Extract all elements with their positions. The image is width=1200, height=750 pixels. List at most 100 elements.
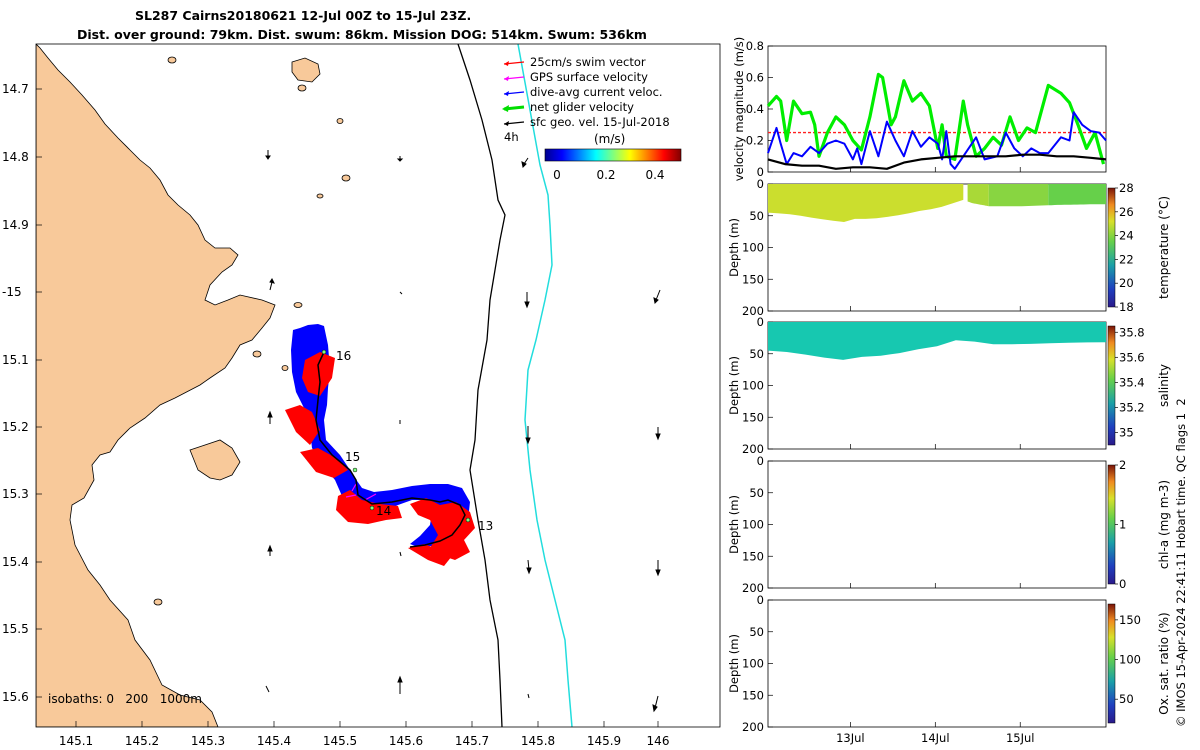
map-y-tick-label-2: 14.9 bbox=[2, 218, 29, 232]
map-ticks: 145.1 145.2 145.3 145.4 145.5 145.6 145.7 145.8… bbox=[2, 82, 669, 748]
island-a bbox=[291, 57, 321, 83]
isobath-1000m bbox=[517, 44, 573, 727]
map-y-tick-label-4: 15.1 bbox=[2, 353, 29, 367]
colorbar-tick-label-2-2: 2 bbox=[1119, 458, 1126, 472]
colorbar-tick-label-2-0: 0 bbox=[1119, 577, 1126, 591]
figure-title-line1: SL287 Cairns20180621 12-Jul 00Z to 15-Ju… bbox=[135, 8, 471, 23]
colorbar-tick-label-3-2: 150 bbox=[1119, 613, 1141, 627]
vel-y-tick-label-0: 0 bbox=[757, 165, 764, 179]
colorbar-tick-label-1-0: 35 bbox=[1119, 425, 1134, 439]
coastline-land bbox=[36, 44, 276, 727]
map-x-tick-label-0: 145.1 bbox=[59, 734, 93, 748]
island-j bbox=[153, 598, 163, 606]
colorbar-label-4: Ox. sat. ratio (%) bbox=[1157, 612, 1171, 714]
map-y-tick-label-3: -15 bbox=[2, 285, 22, 299]
depth-ylabel-3: Depth (m) bbox=[727, 495, 741, 554]
depth-y-tick-label-2-0: 0 bbox=[757, 454, 764, 468]
depth-y-tick-label-2-1: 50 bbox=[749, 486, 764, 500]
map-x-tick-label-5: 145.6 bbox=[389, 734, 423, 748]
legend-colorbar-unit: (m/s) bbox=[594, 132, 625, 146]
speed-colorbar-tick-0: 0 bbox=[553, 168, 561, 182]
depth-ylabel-1: Depth (m) bbox=[727, 218, 741, 277]
vel-y-tick-label-3: 0.6 bbox=[746, 71, 764, 85]
waypoint-label-14: 14 bbox=[376, 504, 391, 518]
map-y-tick-label-9: 15.6 bbox=[2, 690, 29, 704]
velocity-panel: velocity magnitude (m/s) 0 0.2 0.4 0.6 0.8 bbox=[732, 37, 1107, 182]
southern-headland bbox=[189, 439, 241, 481]
vel-y-tick-label-1: 0.2 bbox=[746, 134, 764, 148]
colorbar-tick-label-1-4: 35.8 bbox=[1119, 325, 1145, 339]
map-y-tick-label-7: 15.4 bbox=[2, 555, 29, 569]
depth-y-tick-label-1-2: 100 bbox=[742, 379, 764, 393]
depth-y-tick-label-3-2: 100 bbox=[742, 657, 764, 671]
time-tick-label-2: 15Jul bbox=[1006, 731, 1035, 745]
figure-title-line2: Dist. over ground: 79km. Dist. swum: 86k… bbox=[77, 27, 647, 42]
depth-y-tick-label-2-2: 100 bbox=[742, 518, 764, 532]
isobaths-label: isobaths: 0 200 1000m bbox=[48, 692, 202, 706]
island-g bbox=[252, 350, 262, 358]
depth-y-tick-label-0-2: 100 bbox=[742, 241, 764, 255]
island-b bbox=[167, 56, 177, 64]
map-legend: 25cm/s swim vector GPS surface velocity … bbox=[502, 55, 682, 182]
speed-colorbar-tick-02: 0.2 bbox=[596, 168, 615, 182]
depth-panel-1: 0 50 100 150 200 Depth (m) 18 20 22 24 26 28 tempera… bbox=[727, 177, 1171, 318]
vel-y-tick-label-2: 0.4 bbox=[746, 102, 764, 116]
depth-y-tick-label-1-0: 0 bbox=[757, 315, 764, 329]
depth-y-tick-label-0-4: 200 bbox=[742, 304, 764, 318]
glider-track-envelope bbox=[291, 324, 470, 547]
depth-y-tick-label-0-0: 0 bbox=[757, 177, 764, 191]
colorbar-tick-label-1-2: 35.4 bbox=[1119, 375, 1145, 389]
colorbar-tick-label-0-0: 18 bbox=[1119, 300, 1134, 314]
depth-y-tick-label-3-0: 0 bbox=[757, 593, 764, 607]
colorbar-tick-label-0-1: 20 bbox=[1119, 276, 1134, 290]
waypoint-markers bbox=[321, 349, 471, 523]
legend-gps-velocity-label: GPS surface velocity bbox=[530, 70, 648, 84]
colorbar-tick-label-3-0: 50 bbox=[1119, 692, 1134, 706]
island-d bbox=[336, 118, 344, 124]
island-i bbox=[316, 193, 324, 199]
island-f bbox=[293, 302, 303, 308]
map-y-tick-label-8: 15.5 bbox=[2, 622, 29, 636]
series-net-glider-velocity bbox=[766, 72, 1106, 165]
legend-dive-avg-label: dive-avg current veloc. bbox=[530, 85, 663, 99]
map-x-tick-label-8: 145.9 bbox=[587, 734, 621, 748]
colorbar-tick-label-1-3: 35.6 bbox=[1119, 350, 1145, 364]
glider-track-line bbox=[315, 351, 466, 548]
map-x-tick-label-6: 145.7 bbox=[455, 734, 489, 748]
colorbar-label-3: chl-a (mg m-3) bbox=[1157, 480, 1171, 569]
legend-sfc-geo-label: sfc geo. vel. 15-Jul-2018 bbox=[530, 115, 670, 129]
vel-y-tick-label-4: 0.8 bbox=[746, 39, 764, 53]
colorbar-label-2: salinity bbox=[1157, 364, 1171, 407]
imos-credit: © IMOS 15-Apr-2024 22:41:11 Hobart time.… bbox=[1174, 398, 1188, 727]
waypoint-label-16: 16 bbox=[336, 349, 351, 363]
depth-y-tick-label-1-3: 150 bbox=[742, 410, 764, 424]
depth-axes-box bbox=[767, 599, 1107, 728]
depth-ylabel-2: Depth (m) bbox=[727, 356, 741, 415]
series-sfc-geo-velocity bbox=[767, 153, 1107, 170]
colorbar-tick-label-3-1: 100 bbox=[1119, 653, 1141, 667]
map-axes-box bbox=[35, 43, 721, 728]
velocity-ylabel: velocity magnitude (m/s) bbox=[732, 37, 746, 182]
depth-panel-2: 0 50 100 150 200 Depth (m) 35 35.2 35.4 35.6 35.8 s… bbox=[727, 315, 1171, 456]
map-y-tick-label-5: 15.2 bbox=[2, 420, 29, 434]
map-x-tick-label-7: 145.8 bbox=[521, 734, 555, 748]
depth-panel-3: 0 50 100 150 200 Depth (m) 0 1 2 chl-a (mg m-3) bbox=[727, 454, 1171, 595]
depth-panel-4: 0 50 100 150 200 Depth (m) 50 100 150 Ox. sat. ra… bbox=[727, 593, 1171, 734]
legend-net-velocity-label: net glider velocity bbox=[530, 100, 634, 114]
map-x-tick-label-3: 145.4 bbox=[257, 734, 291, 748]
gps-surface-velocities bbox=[345, 483, 377, 501]
map-y-tick-label-6: 15.3 bbox=[2, 487, 29, 501]
colorbar-tick-label-0-4: 26 bbox=[1119, 205, 1134, 219]
map-x-tick-label-2: 145.3 bbox=[191, 734, 225, 748]
section-band-2-0 bbox=[768, 322, 1106, 360]
colorbar-tick-label-0-5: 28 bbox=[1119, 181, 1134, 195]
speed-colorbar-tick-04: 0.4 bbox=[645, 168, 664, 182]
depth-y-tick-label-2-4: 200 bbox=[742, 581, 764, 595]
colorbar-label-1: temperature (°C) bbox=[1157, 196, 1171, 299]
colorbar-4 bbox=[1107, 603, 1116, 724]
depth-y-tick-label-1-4: 200 bbox=[742, 442, 764, 456]
legend-swim-vector-label: 25cm/s swim vector bbox=[530, 55, 646, 69]
colorbar-tick-label-0-2: 22 bbox=[1119, 252, 1134, 266]
